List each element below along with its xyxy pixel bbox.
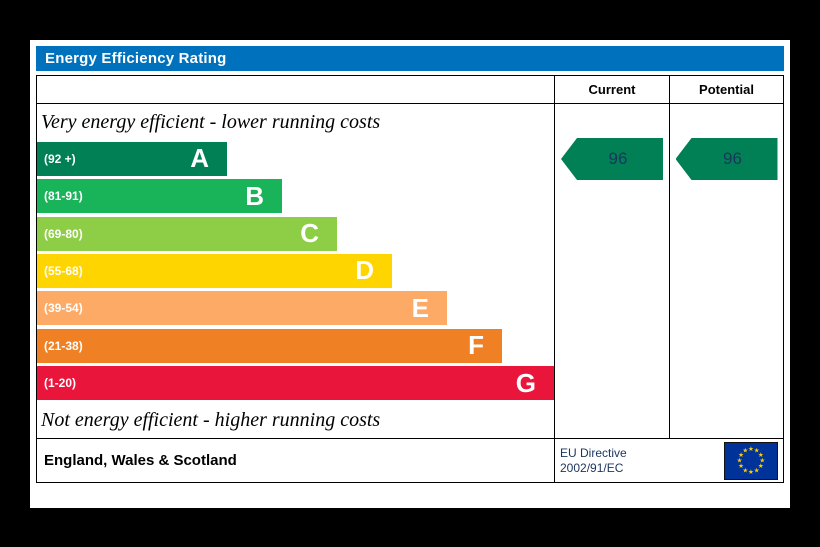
epc-panel: Energy Efficiency Rating Current Potenti… xyxy=(30,40,790,508)
potential-column-header: Potential xyxy=(669,76,783,103)
svg-text:★: ★ xyxy=(754,446,760,454)
header-row: Current Potential xyxy=(37,76,783,104)
band-letter-label: A xyxy=(190,143,209,174)
band-range-label: (55-68) xyxy=(44,263,83,278)
band-bar-b: (81-91) B xyxy=(37,179,282,214)
svg-text:★: ★ xyxy=(738,450,744,458)
svg-text:★: ★ xyxy=(758,462,764,470)
band-letter-label: G xyxy=(515,367,536,398)
band-row-b: (81-91) B xyxy=(37,177,554,214)
band-range-label: (81-91) xyxy=(44,189,83,204)
band-row-g: (1-20) G xyxy=(37,365,554,402)
band-bar-c: (69-80) C xyxy=(37,216,337,251)
region-label: England, Wales & Scotland xyxy=(44,452,237,469)
svg-text:★: ★ xyxy=(738,462,744,470)
potential-rating-arrow: 96 xyxy=(675,138,778,180)
band-range-label: (21-38) xyxy=(44,338,83,353)
footer-right: EU Directive 2002/91/EC ★ ★ ★ ★ ★ ★ ★ ★ ★ ★ ★ ★ xyxy=(554,439,783,482)
eu-directive-label: EU Directive 2002/91/EC xyxy=(555,446,627,476)
current-rating-value: 96 xyxy=(608,149,628,168)
svg-text:★: ★ xyxy=(748,467,754,475)
footer-row: England, Wales & Scotland EU Directive 2… xyxy=(37,438,783,482)
top-caption: Very energy efficient - lower running co… xyxy=(41,110,381,133)
band-bar-a: (92 +) A xyxy=(37,141,227,176)
band-row-d: (55-68) D xyxy=(37,252,554,289)
band-bar-g: (1-20) G xyxy=(37,366,554,401)
bands: (92 +) A (81-91) B (69-80) C (55-68) D (39-54) E(… xyxy=(37,140,554,402)
title-bar: Energy Efficiency Rating xyxy=(36,46,784,71)
rating-table: Current Potential Very energy efficient … xyxy=(36,75,784,483)
eu-flag-stars: ★ ★★★★★★★★★★★ xyxy=(737,445,766,476)
eu-directive-line2: 2002/91/EC xyxy=(560,460,624,475)
band-row-c: (69-80) C xyxy=(37,215,554,252)
svg-text:★: ★ xyxy=(759,456,765,464)
body-row: Very energy efficient - lower running co… xyxy=(37,104,783,438)
band-range-label: (39-54) xyxy=(44,301,83,316)
svg-text:★: ★ xyxy=(737,456,743,464)
svg-text:★: ★ xyxy=(758,450,764,458)
band-bar-f: (21-38) F xyxy=(37,328,502,363)
band-letter-label: E xyxy=(411,292,429,323)
current-column: 96 xyxy=(554,104,669,438)
band-row-e: (39-54) E xyxy=(37,290,554,327)
band-row-a: (92 +) A xyxy=(37,140,554,177)
band-range-label: (1-20) xyxy=(44,376,77,391)
svg-text:★: ★ xyxy=(742,466,748,474)
eu-flag: ★ ★ ★ ★ ★ ★ ★ ★ ★ ★ ★ ★ xyxy=(724,441,778,480)
band-range-label: (92 +) xyxy=(44,151,76,166)
bottom-caption: Not energy efficient - higher running co… xyxy=(41,408,381,431)
page-title: Energy Efficiency Rating xyxy=(45,50,227,67)
band-letter-label: B xyxy=(245,180,264,211)
band-letter-label: C xyxy=(300,218,319,249)
band-letter-label: D xyxy=(355,255,374,286)
eu-directive-line1: EU Directive xyxy=(560,445,627,460)
band-bar-e: (39-54) E xyxy=(37,291,447,326)
band-bar-d: (55-68) D xyxy=(37,253,392,288)
band-row-f: (21-38) F xyxy=(37,327,554,364)
band-letter-label: F xyxy=(468,330,484,361)
svg-text:★: ★ xyxy=(748,445,754,453)
current-rating-arrow: 96 xyxy=(561,138,663,180)
band-range-label: (69-80) xyxy=(44,226,83,241)
current-column-header: Current xyxy=(554,76,669,103)
potential-rating-value: 96 xyxy=(723,149,742,168)
potential-column: 96 xyxy=(669,104,783,438)
svg-text:★: ★ xyxy=(742,446,748,454)
header-spacer xyxy=(37,76,554,103)
svg-text:★: ★ xyxy=(754,466,760,474)
bands-section: Very energy efficient - lower running co… xyxy=(37,104,554,438)
